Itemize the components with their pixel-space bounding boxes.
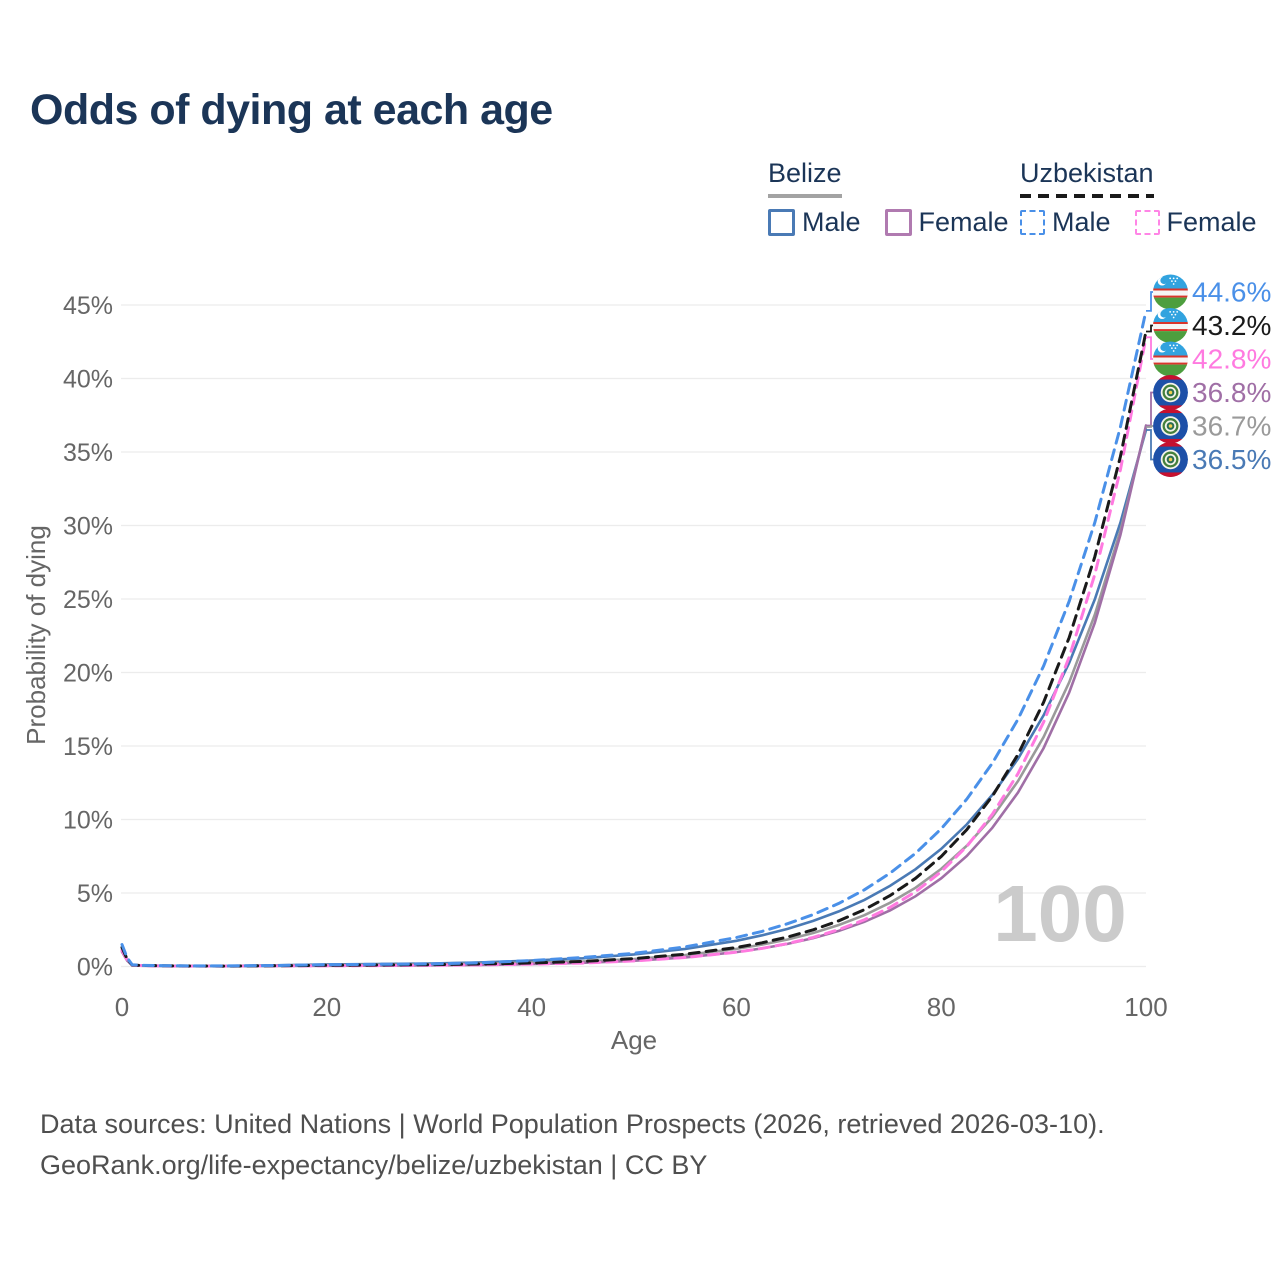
y-axis-tick-labels: 0% 5% 10% 15% 20% 25% 30% 35% 40% 45%: [63, 292, 113, 982]
uzbekistan-female-label: Female: [1166, 207, 1257, 237]
legend-country-belize[interactable]: Belize: [768, 158, 842, 198]
belize-female-label: Female: [918, 207, 1009, 237]
y-tick-0: 0%: [77, 954, 113, 982]
y-tick-30: 30%: [63, 513, 113, 541]
y-tick-45: 45%: [63, 292, 113, 320]
end-label-belize-male: 36.5%: [1192, 444, 1271, 475]
series-end-labels: 44.6%43.2%42.8%36.8%36.7%36.5%: [1146, 274, 1271, 477]
uzbekistan-female-checkbox-icon[interactable]: [1134, 210, 1160, 235]
flag-icon-uzbekistan: [1153, 308, 1188, 343]
uzbekistan-male-label: Male: [1052, 207, 1111, 237]
y-tick-5: 5%: [77, 880, 113, 908]
end-label-uzbekistan-both: 43.2%: [1192, 310, 1271, 341]
page-title: Odds of dying at each age: [30, 86, 553, 134]
x-tick-80: 80: [927, 992, 956, 1022]
x-tick-0: 0: [115, 992, 129, 1022]
belize-solid-line-swatch: [768, 194, 842, 198]
legend-item-uzbekistan-female[interactable]: Female: [1134, 207, 1257, 238]
uzbekistan-male-checkbox-icon[interactable]: [1020, 210, 1045, 235]
hover-age-watermark: 100: [993, 869, 1126, 958]
flag-icon-uzbekistan: [1153, 341, 1188, 377]
x-tick-20: 20: [312, 992, 341, 1022]
footer: Data sources: United Nations | World Pop…: [40, 1104, 1105, 1186]
y-tick-25: 25%: [63, 586, 113, 614]
series-lines: [120, 309, 1148, 968]
y-tick-15: 15%: [63, 733, 113, 761]
y-tick-20: 20%: [63, 660, 113, 688]
flag-icon-uzbekistan: [1153, 274, 1188, 310]
leader-line-belize-both: [1146, 425, 1153, 428]
series-line-uzbekistan-male[interactable]: [120, 309, 1148, 968]
belize-female-checkbox-icon[interactable]: [884, 209, 912, 236]
x-axis-tick-labels: 0 20 40 60 80 100: [115, 992, 1168, 1022]
end-label-belize-both: 36.7%: [1192, 411, 1271, 442]
leader-line-belize-female: [1146, 391, 1153, 427]
end-label-uzbekistan-female: 42.8%: [1192, 344, 1271, 375]
y-axis-title: Probability of dying: [21, 525, 51, 745]
leader-line-uzbekistan-female: [1146, 336, 1153, 360]
uzbekistan-dashed-line-swatch: [1020, 194, 1154, 198]
flag-icon-belize: [1153, 442, 1188, 477]
footer-data-sources: Data sources: United Nations | World Pop…: [40, 1109, 1105, 1139]
x-tick-100: 100: [1124, 992, 1167, 1022]
x-axis-title: Age: [611, 1025, 657, 1055]
legend-group-belize: Belize Male Female: [768, 158, 1033, 238]
legend-country-label-belize: Belize: [768, 158, 842, 188]
leader-line-belize-male: [1146, 429, 1153, 461]
belize-male-checkbox-icon[interactable]: [768, 209, 795, 236]
flag-icon-belize: [1153, 375, 1188, 410]
y-tick-40: 40%: [63, 366, 113, 394]
y-tick-35: 35%: [63, 439, 113, 467]
legend-country-label-uzbekistan: Uzbekistan: [1020, 158, 1154, 188]
leader-line-uzbekistan-both: [1146, 324, 1153, 333]
x-tick-60: 60: [722, 992, 751, 1022]
legend-item-belize-female[interactable]: Female: [884, 207, 1009, 238]
end-label-uzbekistan-male: 44.6%: [1192, 277, 1271, 308]
legend-item-uzbekistan-male[interactable]: Male: [1020, 207, 1111, 238]
gridlines: [121, 304, 1146, 968]
legend-country-uzbekistan[interactable]: Uzbekistan: [1020, 158, 1154, 198]
leader-line-uzbekistan-male: [1146, 291, 1153, 312]
belize-male-label: Male: [802, 207, 861, 237]
flag-icon-belize: [1153, 408, 1188, 444]
x-tick-40: 40: [517, 992, 546, 1022]
legend-group-uzbekistan: Uzbekistan Male Female: [1020, 158, 1280, 238]
legend-item-belize-male[interactable]: Male: [768, 207, 861, 238]
end-label-belize-female: 36.8%: [1192, 377, 1271, 408]
y-tick-10: 10%: [63, 807, 113, 835]
footer-attribution: GeoRank.org/life-expectancy/belize/uzbek…: [40, 1150, 708, 1180]
